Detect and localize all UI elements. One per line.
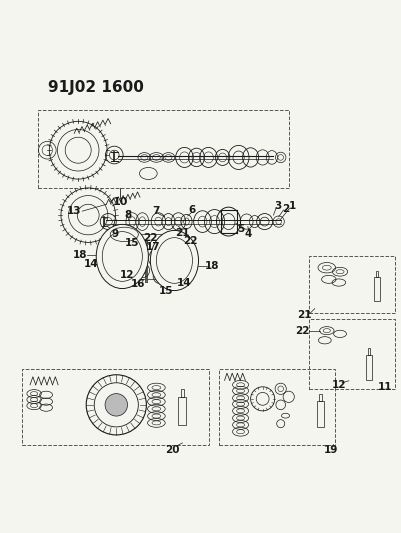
Text: 5: 5: [237, 224, 244, 234]
Bar: [181, 389, 184, 397]
Bar: [309, 256, 395, 313]
Text: 22: 22: [296, 326, 310, 336]
Text: 12: 12: [332, 380, 346, 390]
Circle shape: [105, 393, 128, 416]
Text: 19: 19: [324, 445, 338, 455]
Bar: [219, 369, 335, 445]
Bar: [320, 393, 322, 401]
Bar: [317, 401, 324, 427]
Text: 18: 18: [73, 251, 87, 260]
Bar: [178, 397, 186, 425]
Text: 11: 11: [378, 382, 392, 392]
Ellipse shape: [150, 230, 198, 290]
Bar: [309, 319, 395, 389]
Bar: [374, 277, 380, 301]
Text: 4: 4: [245, 229, 252, 239]
Text: 12: 12: [120, 270, 135, 279]
Text: 15: 15: [125, 238, 140, 248]
Text: 14: 14: [177, 278, 192, 288]
Text: 10: 10: [113, 197, 128, 207]
Bar: [38, 110, 289, 188]
Text: 18: 18: [205, 261, 219, 271]
Text: 2: 2: [282, 204, 289, 214]
Bar: [22, 369, 209, 445]
Text: 21: 21: [175, 228, 190, 238]
Text: 14: 14: [84, 259, 99, 269]
Text: 6: 6: [189, 205, 196, 215]
Text: 15: 15: [159, 286, 174, 296]
Text: 1: 1: [289, 201, 296, 212]
Text: 20: 20: [165, 445, 180, 455]
Text: 9: 9: [112, 229, 119, 239]
Text: 22: 22: [143, 233, 158, 244]
Bar: [134, 235, 170, 279]
Text: 13: 13: [67, 206, 81, 216]
Bar: [375, 271, 379, 277]
Text: 22: 22: [183, 236, 198, 246]
Text: 21: 21: [297, 310, 311, 320]
Text: 16: 16: [131, 279, 146, 289]
Text: 91J02 1600: 91J02 1600: [48, 80, 144, 95]
Ellipse shape: [96, 224, 148, 288]
Text: 3: 3: [274, 201, 282, 212]
Bar: [366, 355, 372, 379]
Text: 8: 8: [125, 210, 132, 220]
Text: 17: 17: [146, 243, 161, 252]
Text: 7: 7: [153, 206, 160, 216]
Circle shape: [65, 137, 91, 163]
Bar: [368, 348, 371, 355]
